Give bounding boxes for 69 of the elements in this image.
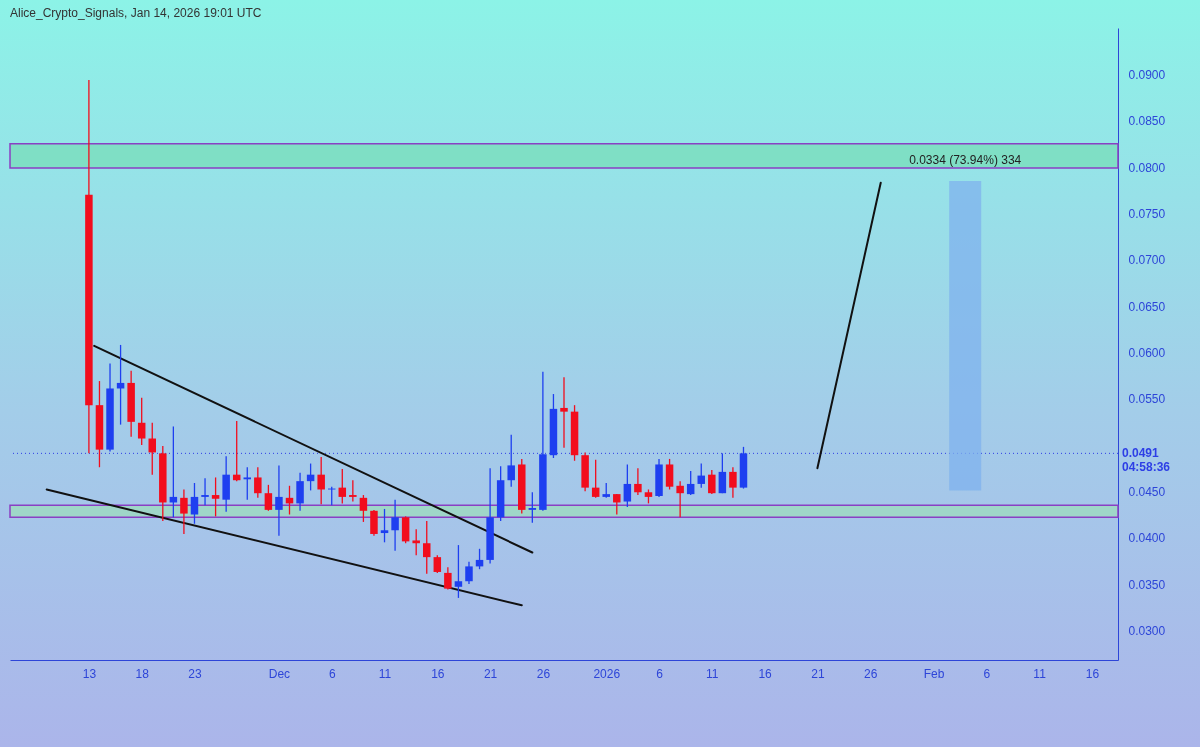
ref-line-label: 0.0491 04:58:36	[1122, 446, 1171, 475]
candlestick	[423, 520, 431, 575]
x-tick-label: 26	[863, 666, 878, 681]
y-tick-label: 0.0300	[1128, 623, 1166, 638]
candlestick	[454, 544, 463, 599]
candlestick	[180, 488, 188, 535]
y-tick-label: 0.0850	[1128, 114, 1166, 129]
candlestick	[391, 499, 399, 552]
candlestick	[412, 528, 420, 556]
x-tick-label: 16	[758, 666, 773, 681]
x-tick-label: 2026	[593, 666, 621, 681]
x-tick-label: Feb	[923, 666, 945, 681]
x-tick-label: 23	[188, 666, 202, 681]
candlestick	[708, 469, 716, 495]
candlestick	[211, 476, 220, 518]
y-tick-label: 0.0400	[1128, 531, 1166, 546]
x-tick-label: 16	[1085, 666, 1100, 681]
candlestick	[275, 464, 283, 537]
y-tick-label: 0.0700	[1128, 253, 1166, 268]
x-tick-label: Dec	[268, 666, 291, 681]
candlestick	[560, 376, 568, 449]
x-tick-label: 11	[1033, 666, 1047, 681]
y-tick-label: 0.0450	[1128, 484, 1166, 499]
x-tick-label: 6	[328, 666, 336, 681]
x-tick-label: 21	[483, 666, 498, 681]
candlestick	[201, 477, 209, 506]
data-label: 0.0334 (73.94%) 334	[909, 152, 1022, 167]
x-tick-label: 26	[536, 666, 551, 681]
candlestick	[729, 466, 737, 499]
candlestick	[190, 482, 199, 525]
candlestick	[623, 463, 632, 508]
candlestick	[264, 484, 273, 512]
candlestick	[528, 491, 537, 524]
y-tick-label: 0.0800	[1128, 160, 1166, 175]
candlestick	[686, 470, 695, 496]
candlestick	[444, 566, 452, 591]
x-tick-label: 11	[378, 666, 392, 681]
x-tick-label: 21	[811, 666, 825, 681]
candlestick	[634, 467, 642, 496]
x-tick-label: 13	[82, 666, 97, 681]
candlestick	[296, 472, 304, 512]
candlestick	[665, 458, 674, 491]
candlestick	[338, 468, 347, 505]
candlestick	[718, 452, 727, 494]
candlestick	[613, 493, 621, 516]
candlestick	[676, 480, 684, 518]
x-tick-label: 6	[983, 666, 991, 681]
candlestick	[349, 479, 357, 503]
candlestick	[243, 466, 252, 501]
candlestick	[465, 561, 473, 585]
y-tick-label: 0.0650	[1128, 299, 1166, 314]
x-tick-label: 6	[656, 666, 664, 681]
candlestick	[507, 434, 515, 488]
candlestick	[359, 494, 368, 523]
y-tick-label: 0.0550	[1128, 392, 1166, 407]
candlestick	[317, 456, 325, 505]
y-tick-label: 0.0600	[1128, 345, 1166, 360]
candlestick	[137, 397, 146, 446]
y-tick-label: 0.0900	[1128, 67, 1166, 82]
chart-title: Alice_Crypto_Signals, Jan 14, 2026 19:01 UTC	[10, 6, 262, 20]
y-tick-label: 0.0350	[1128, 577, 1166, 592]
candlestick	[254, 466, 262, 499]
x-tick-label: 11	[706, 666, 719, 681]
y-tick-label: 0.0750	[1128, 206, 1166, 221]
x-tick-label: 18	[135, 666, 150, 681]
candlestick	[380, 508, 389, 543]
candlestick	[591, 459, 600, 499]
candlestick	[370, 509, 378, 537]
x-tick-label: 16	[431, 666, 445, 681]
